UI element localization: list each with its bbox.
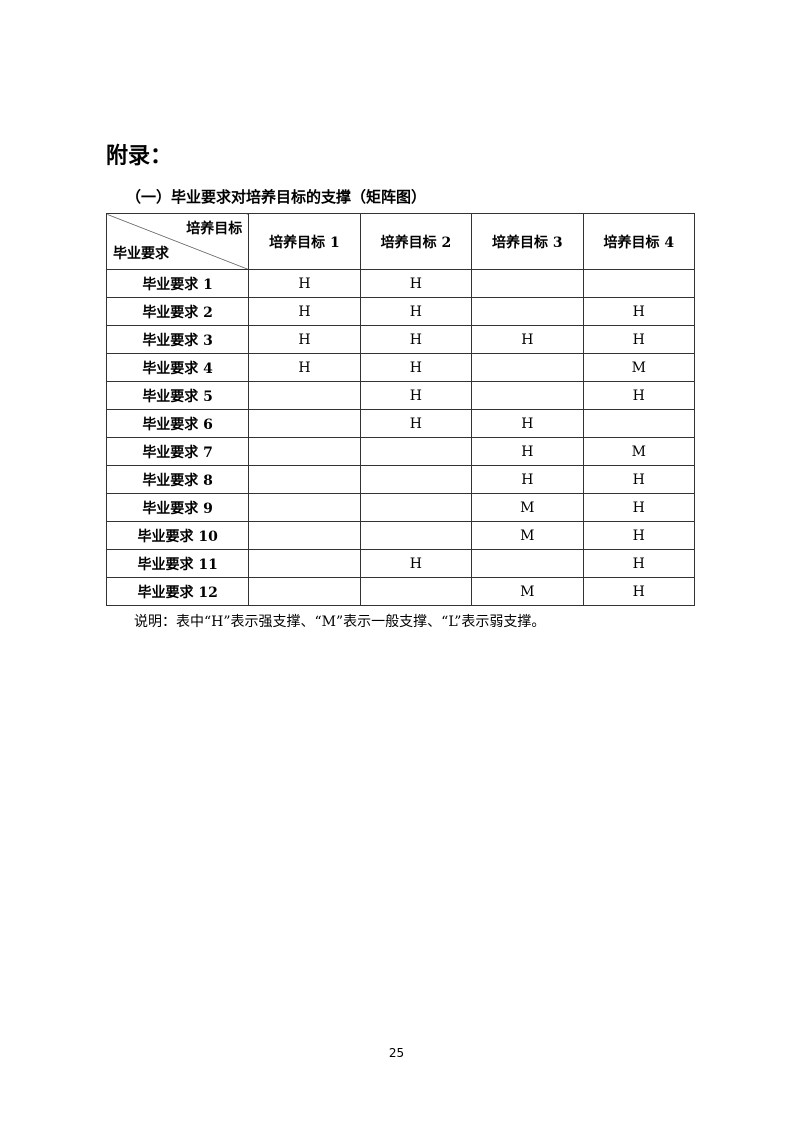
- matrix-cell: H: [582, 549, 696, 578]
- matrix-cell: [248, 465, 361, 494]
- matrix-cell: [471, 353, 584, 382]
- row-header: 毕业要求 2: [105, 297, 250, 326]
- page-number: 25: [388, 1046, 405, 1060]
- matrix-cell: H: [582, 577, 696, 606]
- matrix-cell: [582, 409, 696, 438]
- matrix-cell: H: [582, 325, 696, 354]
- matrix-cell: [359, 437, 473, 466]
- matrix-cell: H: [359, 297, 473, 326]
- table-row: 毕业要求 11 H H: [105, 549, 696, 578]
- appendix-heading: 附录：: [106, 144, 173, 169]
- matrix-cell: H: [582, 381, 696, 410]
- table-note: 说明：表中“H”表示强支撑、“M”表示一般支撑、“L”表示弱支撑。: [134, 614, 546, 630]
- table-row: 毕业要求 5 H H: [105, 381, 696, 410]
- corner-cell: 培养目标 毕业要求: [105, 213, 250, 270]
- matrix-cell: [248, 577, 361, 606]
- table-row: 毕业要求 10 M H: [105, 521, 696, 550]
- matrix-cell: H: [248, 353, 361, 382]
- column-header: 培养目标 2: [359, 213, 473, 270]
- matrix-cell: [359, 465, 473, 494]
- matrix-cell: [248, 521, 361, 550]
- matrix-cell: [471, 269, 584, 298]
- matrix-cell: H: [359, 549, 473, 578]
- matrix-cell: [248, 409, 361, 438]
- matrix-cell: [248, 549, 361, 578]
- matrix-cell: H: [248, 297, 361, 326]
- matrix-cell: H: [471, 465, 584, 494]
- matrix-cell: [248, 381, 361, 410]
- matrix-cell: H: [471, 409, 584, 438]
- row-header: 毕业要求 11: [105, 549, 250, 578]
- matrix-cell: [471, 549, 584, 578]
- matrix-cell: [359, 493, 473, 522]
- row-header: 毕业要求 3: [105, 325, 250, 354]
- table-row: 毕业要求 12 M H: [105, 577, 696, 606]
- row-header: 毕业要求 10: [105, 521, 250, 550]
- header-row: 培养目标 毕业要求 培养目标 1 培养目标 2 培养目标 3 培养目标 4: [105, 213, 696, 270]
- corner-top-label: 培养目标: [186, 221, 243, 237]
- matrix-cell: H: [359, 325, 473, 354]
- matrix-cell: H: [471, 325, 584, 354]
- matrix-cell: M: [471, 493, 584, 522]
- matrix-cell: H: [359, 353, 473, 382]
- matrix-cell: M: [582, 437, 696, 466]
- column-header: 培养目标 4: [582, 213, 696, 270]
- matrix-cell: H: [582, 297, 696, 326]
- row-header: 毕业要求 5: [105, 381, 250, 410]
- table-caption: （一）毕业要求对培养目标的支撑（矩阵图）: [126, 188, 427, 206]
- matrix-cell: H: [248, 325, 361, 354]
- matrix-cell: H: [248, 269, 361, 298]
- matrix-cell: H: [359, 269, 473, 298]
- row-header: 毕业要求 7: [105, 437, 250, 466]
- matrix-cell: H: [359, 381, 473, 410]
- matrix-cell: H: [582, 521, 696, 550]
- matrix-cell: [582, 269, 696, 298]
- matrix-cell: M: [582, 353, 696, 382]
- matrix-cell: [248, 437, 361, 466]
- row-header: 毕业要求 1: [105, 269, 250, 298]
- support-matrix-table: 培养目标 毕业要求 培养目标 1 培养目标 2 培养目标 3 培养目标 4 毕业要求 …: [105, 213, 696, 606]
- matrix-cell: M: [471, 577, 584, 606]
- column-header: 培养目标 1: [248, 213, 361, 270]
- row-header: 毕业要求 8: [105, 465, 250, 494]
- row-header: 毕业要求 4: [105, 353, 250, 382]
- corner-bottom-label: 毕业要求: [113, 246, 169, 262]
- matrix-cell: H: [359, 409, 473, 438]
- column-header: 培养目标 3: [471, 213, 584, 270]
- matrix-cell: H: [582, 465, 696, 494]
- row-header: 毕业要求 9: [105, 493, 250, 522]
- matrix-cell: [471, 381, 584, 410]
- row-header: 毕业要求 6: [105, 409, 250, 438]
- matrix-cell: M: [471, 521, 584, 550]
- matrix-cell: [359, 577, 473, 606]
- matrix-cell: H: [471, 437, 584, 466]
- matrix-cell: [248, 493, 361, 522]
- matrix-cell: [359, 521, 473, 550]
- matrix-cell: [471, 297, 584, 326]
- matrix-cell: H: [582, 493, 696, 522]
- row-header: 毕业要求 12: [105, 577, 250, 606]
